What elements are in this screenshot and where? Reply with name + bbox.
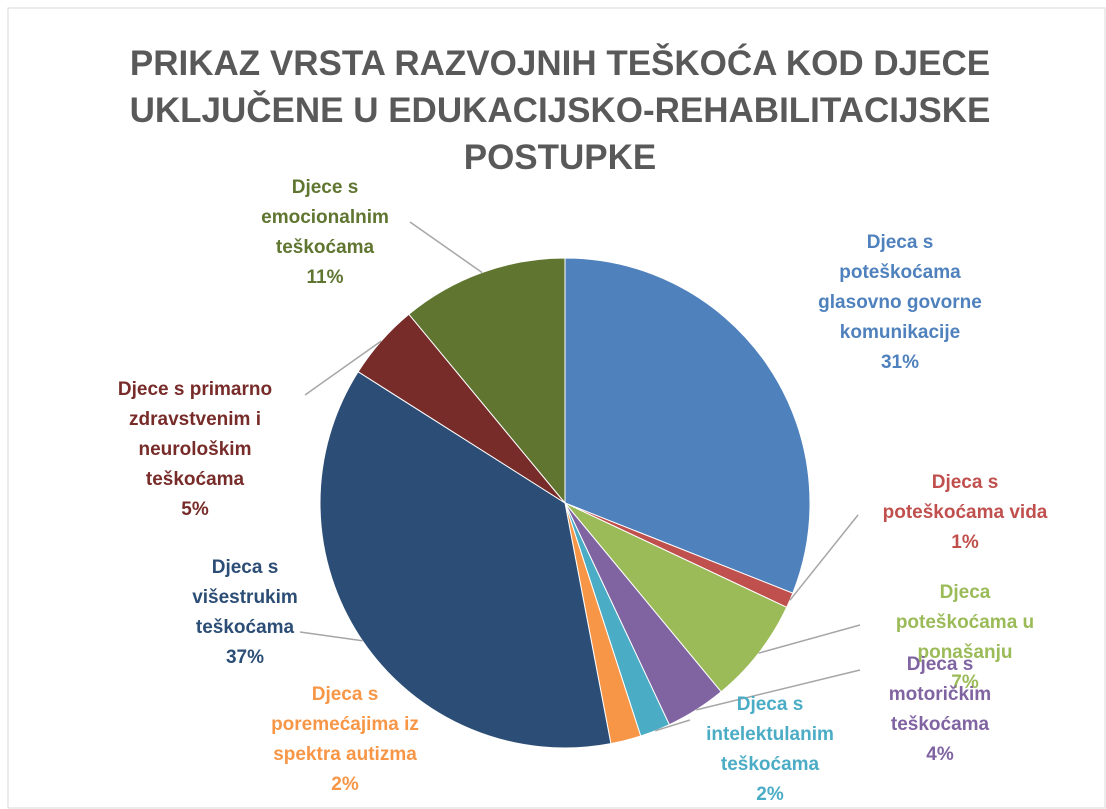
chart-title: PRIKAZ VRSTA RAZVOJNIH TEŠKOĆA KOD DJECE… bbox=[129, 44, 991, 177]
value-label: 2% bbox=[756, 784, 784, 805]
data-label: Djeca s intelektulanim teškoćama 2% bbox=[680, 690, 860, 809]
category-label: Djeca s poteškoćama glasovno govorne kom… bbox=[818, 232, 982, 343]
pie-slice bbox=[408, 257, 566, 505]
category-label: Djeca s poteškoćama vida bbox=[882, 472, 1048, 523]
category-label: Djeca s višestrukim teškoćama bbox=[192, 557, 298, 638]
category-label: Djeca s intelektulanim teškoćama bbox=[706, 694, 834, 775]
leader-line bbox=[696, 669, 861, 711]
value-label: 37% bbox=[225, 647, 265, 668]
leader-line bbox=[789, 514, 859, 601]
data-label: Djeca s poteškoćama glasovno govorne kom… bbox=[815, 228, 985, 378]
value-label: 2% bbox=[331, 774, 359, 795]
leader-line bbox=[409, 221, 483, 274]
data-label: Djece s emocionalnim teškoćama 11% bbox=[250, 173, 400, 293]
frame bbox=[7, 7, 1106, 809]
leader-line bbox=[654, 719, 691, 732]
data-label: Djece s primarno zdravstvenim i neurološ… bbox=[95, 375, 295, 525]
pie-slice bbox=[319, 371, 612, 749]
data-label: Djeca poteškoćama u ponašanju 7% bbox=[880, 578, 1050, 698]
category-label: Djeca s poremećajima iz spektra autizma bbox=[271, 684, 419, 765]
leader-line bbox=[299, 631, 363, 642]
value-label: 4% bbox=[926, 744, 954, 765]
leader-line bbox=[758, 624, 861, 654]
data-label: Djeca s poremećajima iz spektra autizma 2… bbox=[260, 680, 430, 800]
value-label: 1% bbox=[951, 532, 979, 553]
category-label: Djece s primarno zdravstvenim i neurološ… bbox=[117, 379, 273, 490]
data-label: Djeca s motoričkim teškoćama 4% bbox=[880, 650, 1000, 770]
value-label: 7% bbox=[951, 672, 979, 693]
pie-slice bbox=[564, 502, 788, 693]
category-label: Djece s emocionalnim teškoćama bbox=[261, 177, 389, 258]
pie-slice bbox=[564, 257, 811, 594]
value-label: 11% bbox=[306, 267, 344, 288]
category-label: Djeca s motoričkim teškoćama bbox=[888, 654, 992, 735]
value-label: 31% bbox=[880, 352, 920, 373]
category-label: Djeca poteškoćama u ponašanju bbox=[895, 582, 1035, 663]
data-label: Djeca s višestrukim teškoćama 37% bbox=[175, 553, 315, 673]
leader-line bbox=[304, 340, 382, 396]
value-label: 5% bbox=[181, 499, 209, 520]
data-label: Djeca s poteškoćama vida 1% bbox=[875, 468, 1055, 558]
